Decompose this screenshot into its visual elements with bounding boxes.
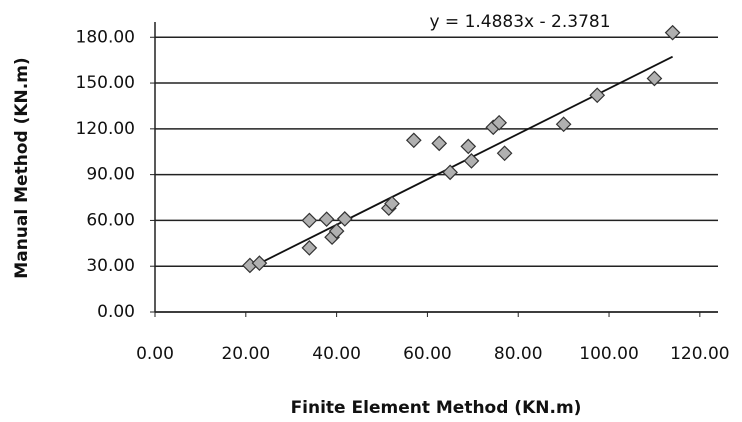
data-point xyxy=(496,145,513,162)
data-point xyxy=(336,211,353,227)
data-point xyxy=(384,195,400,212)
data-point xyxy=(431,135,448,152)
trendline-equation: y = 1.4883x - 2.3781 xyxy=(429,12,610,32)
y-tick-label: 90.00 xyxy=(86,165,135,185)
trendline xyxy=(249,55,673,269)
data-point xyxy=(460,138,477,155)
data-point xyxy=(318,211,335,228)
x-tick-label: 80.00 xyxy=(494,344,543,364)
data-point xyxy=(442,164,458,181)
data-point xyxy=(251,255,268,272)
y-tick-label: 120.00 xyxy=(76,119,135,139)
x-tick-label: 0.00 xyxy=(136,344,174,364)
data-point xyxy=(491,114,508,131)
y-tick-label: 30.00 xyxy=(86,256,135,276)
data-point xyxy=(301,212,318,229)
y-tick-label: 60.00 xyxy=(86,210,135,230)
x-tick-label: 60.00 xyxy=(403,344,452,364)
data-point xyxy=(664,24,681,41)
x-axis-label: Finite Element Method (KN.m) xyxy=(291,398,582,418)
x-tick-label: 20.00 xyxy=(221,344,270,364)
y-axis-label: Manual Method (KN.m) xyxy=(12,57,32,278)
data-point xyxy=(301,240,318,256)
data-point xyxy=(646,70,663,87)
x-tick-label: 120.00 xyxy=(670,344,729,364)
x-tick-label: 40.00 xyxy=(312,344,361,364)
y-tick-label: 0.00 xyxy=(97,302,135,322)
data-point xyxy=(589,87,606,104)
x-tick-label: 100.00 xyxy=(579,344,638,364)
data-point xyxy=(463,153,480,169)
data-point xyxy=(405,132,422,149)
data-point xyxy=(328,223,345,239)
y-tick-label: 180.00 xyxy=(76,27,135,47)
data-point xyxy=(555,116,572,133)
y-tick-label: 150.00 xyxy=(76,73,135,93)
